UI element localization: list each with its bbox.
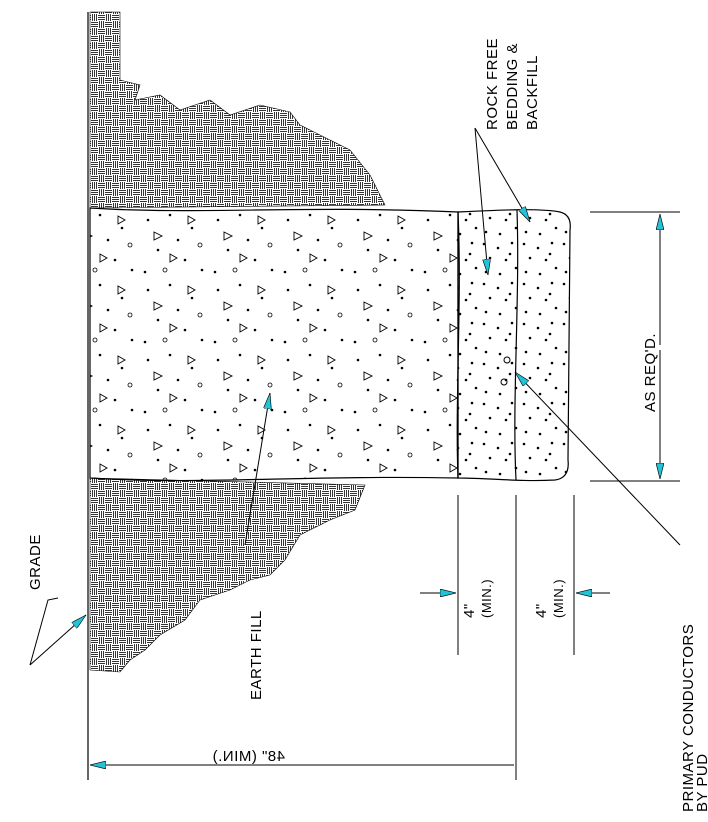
grade-leader xyxy=(29,597,59,666)
as-reqd-label: AS REQ'D. xyxy=(642,333,659,412)
dim-4-b-min-label: (MIN.) xyxy=(551,579,566,618)
dim-4-a-min-label: (MIN.) xyxy=(479,579,494,618)
earth-fill-arrow xyxy=(244,393,270,546)
depth-label: 48" (MIN.) xyxy=(212,748,285,765)
soil-hatch-lower xyxy=(89,477,366,673)
earth-fill-region xyxy=(89,207,459,482)
conductor-icon xyxy=(503,356,511,364)
dim-4-a-label: 4" xyxy=(461,603,478,618)
earth-fill-label: EARTH FILL xyxy=(248,610,265,700)
primary-conductors-label: PRIMARY CONDUCTORS xyxy=(680,624,697,812)
rock-free-label: ROCK FREE xyxy=(484,38,501,130)
grade-label: GRADE xyxy=(27,534,44,590)
backfill-label: BACKFILL xyxy=(524,55,541,130)
by-pud-label: BY PUD xyxy=(694,753,708,812)
grade-arrow xyxy=(29,614,87,666)
rock-free-bedding-region xyxy=(457,209,571,482)
bedding-label: BEDDING & xyxy=(504,43,521,130)
bedding-boundary-1 xyxy=(456,211,460,479)
rock-free-arrow xyxy=(474,127,531,223)
bedding-boundary-2 xyxy=(514,209,519,481)
dim-4-b-label: 4" xyxy=(533,603,550,618)
conductors-arrow xyxy=(514,371,681,546)
rock-free-arrow xyxy=(474,127,488,275)
soil-hatch-upper xyxy=(89,11,386,209)
conductor-icon xyxy=(500,378,508,386)
